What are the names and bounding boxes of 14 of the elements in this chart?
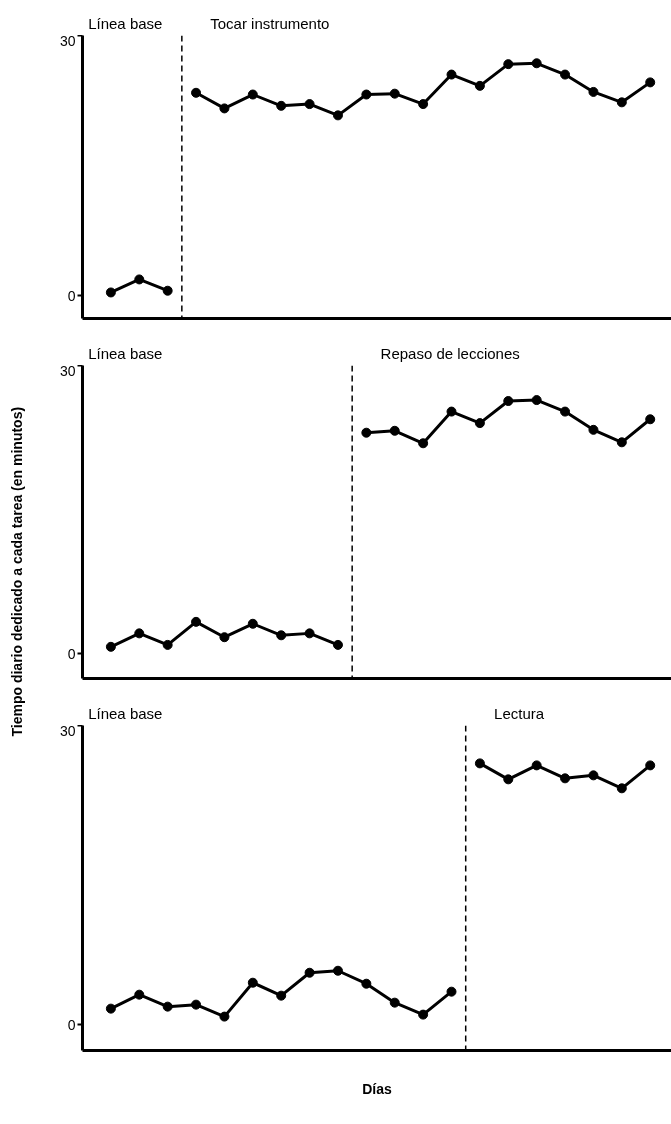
y-tick-label: 30 [59, 32, 76, 49]
text: Línea base [88, 344, 163, 362]
text: Línea base [88, 14, 163, 32]
y-tick-label: 30 [59, 722, 76, 739]
text: Lectura [494, 704, 545, 722]
y-axis-title: Tiempo diario dedicado a cada tarea (en minutos) [9, 406, 25, 737]
text: Repaso de lecciones [380, 344, 520, 362]
text: Tocar instrumento [210, 14, 330, 32]
y-tick-label: 30 [59, 362, 76, 379]
y-tick-label: 0 [67, 287, 76, 304]
y-tick-label: 0 [67, 645, 76, 662]
y-tick-label: 0 [67, 1016, 76, 1033]
text: Línea base [88, 704, 163, 722]
x-axis-title: Días [362, 1080, 392, 1097]
